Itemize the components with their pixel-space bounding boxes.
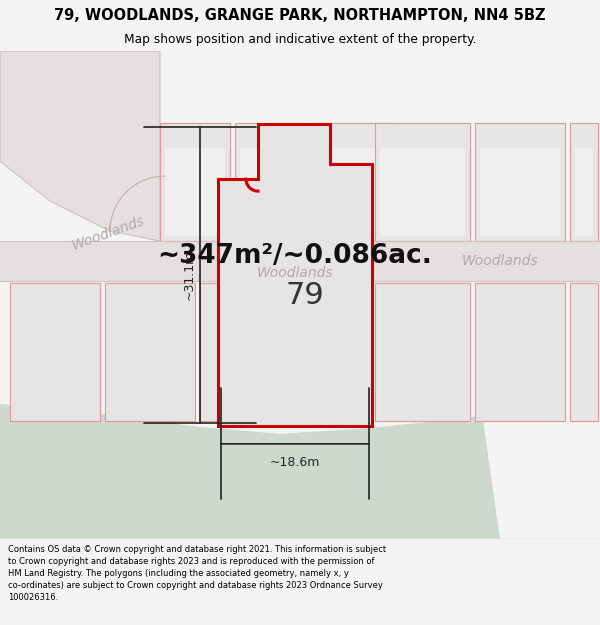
Polygon shape — [480, 349, 600, 539]
Bar — [240, 148, 305, 236]
Bar — [10, 283, 100, 421]
Bar — [235, 123, 310, 241]
Bar — [375, 283, 470, 421]
Text: 79: 79 — [286, 281, 325, 309]
Bar — [380, 148, 465, 236]
Text: Woodlands: Woodlands — [257, 266, 334, 280]
Text: Map shows position and indicative extent of the property.: Map shows position and indicative extent… — [124, 34, 476, 46]
Bar — [570, 123, 598, 241]
Text: ~347m²/~0.086ac.: ~347m²/~0.086ac. — [158, 243, 433, 269]
Text: 79, WOODLANDS, GRANGE PARK, NORTHAMPTON, NN4 5BZ: 79, WOODLANDS, GRANGE PARK, NORTHAMPTON,… — [54, 8, 546, 23]
Bar — [375, 123, 470, 241]
Bar — [0, 241, 600, 281]
Bar — [570, 283, 598, 421]
Text: ~18.6m: ~18.6m — [270, 456, 320, 469]
Polygon shape — [0, 399, 600, 539]
Bar — [200, 283, 305, 421]
Bar — [320, 148, 390, 236]
Bar — [475, 123, 565, 241]
Bar — [160, 123, 230, 241]
Bar — [475, 283, 565, 421]
Bar — [315, 123, 395, 241]
Bar — [480, 148, 560, 236]
Text: Woodlands: Woodlands — [461, 254, 538, 268]
Polygon shape — [0, 51, 160, 241]
Bar — [105, 283, 195, 421]
Text: ~31.1m: ~31.1m — [183, 250, 196, 300]
Polygon shape — [218, 124, 372, 426]
Bar — [165, 148, 225, 236]
Text: Woodlands: Woodlands — [70, 213, 146, 253]
Bar — [575, 148, 593, 236]
Text: Contains OS data © Crown copyright and database right 2021. This information is : Contains OS data © Crown copyright and d… — [8, 545, 386, 602]
